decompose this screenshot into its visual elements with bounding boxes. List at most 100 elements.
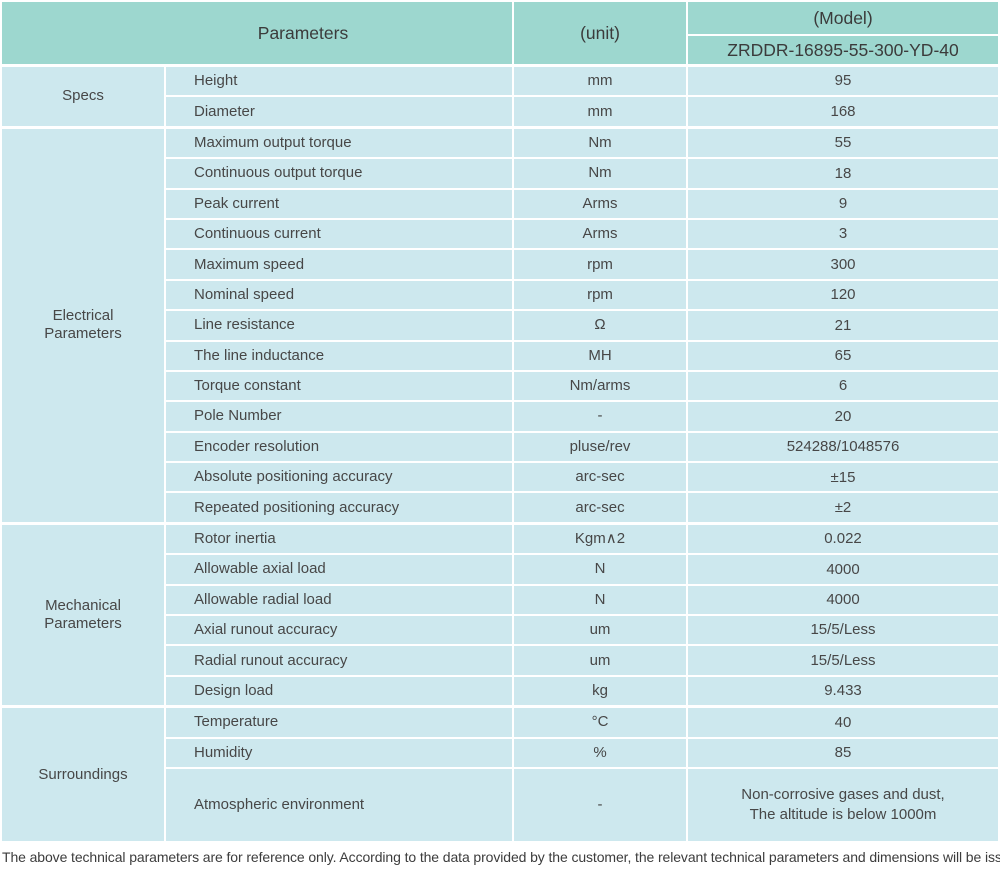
group-cell: Electrical Parameters (2, 128, 164, 522)
table-header: Parameters (unit) (Model) ZRDDR-16895-55… (2, 2, 998, 64)
group-label: Specs (62, 87, 104, 105)
param-name-cell: Nominal speed (166, 280, 512, 310)
value-line: ±2 (834, 498, 852, 516)
unit-cell: arc-sec (514, 493, 686, 522)
model-header-cell: (Model) (688, 2, 998, 34)
value-line: 55 (834, 134, 852, 152)
param-name-cell: Encoder resolution (166, 432, 512, 462)
table-body: Specs Height mm 95 Diameter mm 168 Electrical P… (2, 67, 998, 841)
group-cell: Surroundings (2, 708, 164, 841)
value-line: 4000 (826, 560, 860, 578)
unit-cell: Nm (514, 128, 686, 158)
param-name-cell: Pole Number (166, 402, 512, 431)
param-name-cell: Atmospheric environment (166, 768, 512, 841)
value-line: ±15 (830, 468, 856, 486)
value-line: 6 (838, 377, 848, 395)
value-line: 9 (838, 195, 848, 212)
value-line: 3 (838, 225, 848, 243)
value-cell: 4000 (688, 585, 998, 615)
section-specs: Specs Height mm 95 Diameter mm 168 (2, 67, 998, 126)
param-name-cell: Continuous current (166, 219, 512, 249)
value-line: 21 (834, 316, 852, 334)
value-line: 95 (834, 72, 852, 90)
value-cell: 300 (688, 250, 998, 279)
param-name-cell: Height (166, 67, 512, 96)
param-name-cell: Humidity (166, 738, 512, 767)
param-name-cell: Peak current (166, 189, 512, 218)
group-cell: Specs (2, 67, 164, 126)
unit-cell: Arms (514, 189, 686, 218)
value-cell: 40 (688, 708, 998, 737)
model-number-cell: ZRDDR-16895-55-300-YD-40 (688, 36, 998, 64)
value-cell: 85 (688, 738, 998, 767)
value-cell: 20 (688, 402, 998, 431)
param-name-cell: Maximum output torque (166, 128, 512, 158)
param-name-cell: Rotor inertia (166, 524, 512, 554)
value-cell: 0.022 (688, 524, 998, 554)
param-name-cell: Allowable axial load (166, 555, 512, 584)
value-cell: 95 (688, 67, 998, 96)
unit-cell: MH (514, 341, 686, 370)
value-cell: ±15 (688, 463, 998, 492)
unit-cell: um (514, 616, 686, 645)
value-line: 120 (830, 286, 856, 304)
value-cell: 15/5/Less (688, 616, 998, 645)
param-name-cell: Repeated positioning accuracy (166, 493, 512, 522)
value-cell: 9.433 (688, 676, 998, 706)
unit-cell: °C (514, 708, 686, 737)
param-name-cell: Axial runout accuracy (166, 616, 512, 645)
param-name-cell: Absolute positioning accuracy (166, 463, 512, 492)
param-name-cell: Temperature (166, 708, 512, 737)
unit-cell: Nm (514, 159, 686, 188)
unit-cell: N (514, 555, 686, 584)
unit-header-cell: (unit) (514, 2, 686, 64)
value-cell: 15/5/Less (688, 646, 998, 675)
param-name-cell: Torque constant (166, 371, 512, 401)
unit-cell: Arms (514, 219, 686, 249)
footnote: The above technical parameters are for r… (2, 848, 1000, 865)
value-line: 40 (834, 713, 852, 731)
value-line: 15/5/Less (810, 651, 876, 669)
unit-cell: mm (514, 97, 686, 126)
value-line: 18 (834, 164, 852, 182)
value-cell: 168 (688, 97, 998, 126)
param-name-cell: Diameter (166, 97, 512, 126)
value-line: 524288/1048576 (786, 438, 900, 456)
value-line: 85 (834, 744, 852, 762)
param-name-cell: Line resistance (166, 311, 512, 340)
param-name-cell: Radial runout accuracy (166, 646, 512, 675)
unit-cell: - (514, 402, 686, 431)
section-surroundings: Surroundings Temperature °C 40 Humidity% 85 At… (2, 708, 998, 841)
unit-cell: pluse/rev (514, 432, 686, 462)
value-line: 65 (834, 346, 852, 364)
value-line: 0.022 (824, 530, 862, 548)
value-line: 20 (834, 407, 852, 425)
unit-cell: Ω (514, 311, 686, 340)
value-line: 168 (830, 102, 856, 120)
value-line: 4000 (826, 591, 860, 609)
value-cell: 120 (688, 280, 998, 310)
section-electrical-parameters: Electrical Parameters Maximum output torq… (2, 128, 998, 522)
unit-cell: Nm/arms (514, 371, 686, 401)
unit-cell: rpm (514, 250, 686, 279)
unit-cell: - (514, 768, 686, 841)
unit-cell: um (514, 646, 686, 675)
unit-cell: kg (514, 676, 686, 706)
value-cell: 3 (688, 219, 998, 249)
value-cell: 55 (688, 128, 998, 158)
value-line: 9.433 (824, 682, 862, 700)
value-cell: ±2 (688, 493, 998, 522)
parameters-header-cell: Parameters (2, 2, 512, 64)
group-label: Mechanical Parameters (44, 597, 122, 633)
group-label: Surroundings (38, 765, 128, 783)
group-cell: Mechanical Parameters (2, 524, 164, 706)
value-cell: Non-corrosive gases and dust, The altitud… (688, 768, 998, 841)
value-cell: 18 (688, 159, 998, 188)
unit-cell: N (514, 585, 686, 615)
unit-cell: arc-sec (514, 463, 686, 492)
unit-cell: Kgm∧2 (514, 524, 686, 554)
param-name-cell: The line inductance (166, 341, 512, 370)
value-cell: 65 (688, 341, 998, 370)
param-name-cell: Design load (166, 676, 512, 706)
